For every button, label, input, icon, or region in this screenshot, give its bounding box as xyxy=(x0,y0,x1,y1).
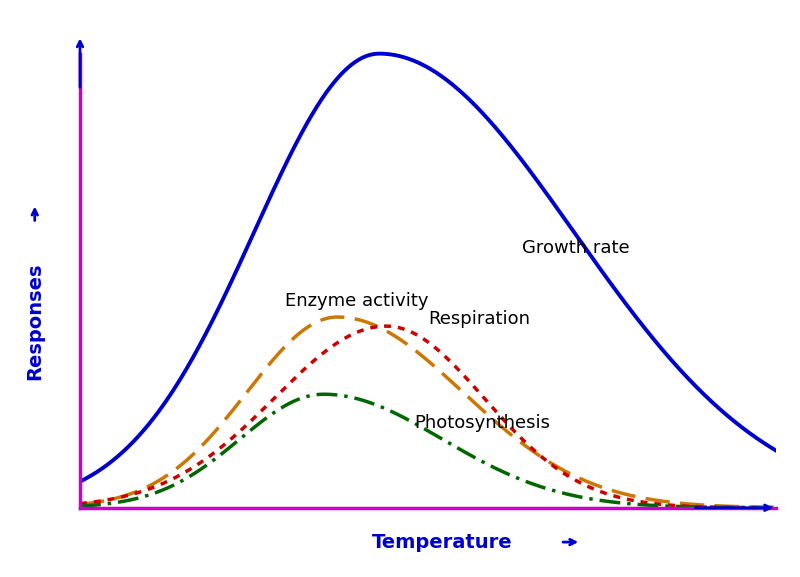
Text: Respiration: Respiration xyxy=(428,310,530,328)
Text: Temperature: Temperature xyxy=(372,533,513,552)
Text: Responses: Responses xyxy=(26,263,44,380)
Text: Growth rate: Growth rate xyxy=(522,239,630,257)
Text: Enzyme activity: Enzyme activity xyxy=(286,292,429,310)
Text: Photosynthesis: Photosynthesis xyxy=(414,414,550,432)
